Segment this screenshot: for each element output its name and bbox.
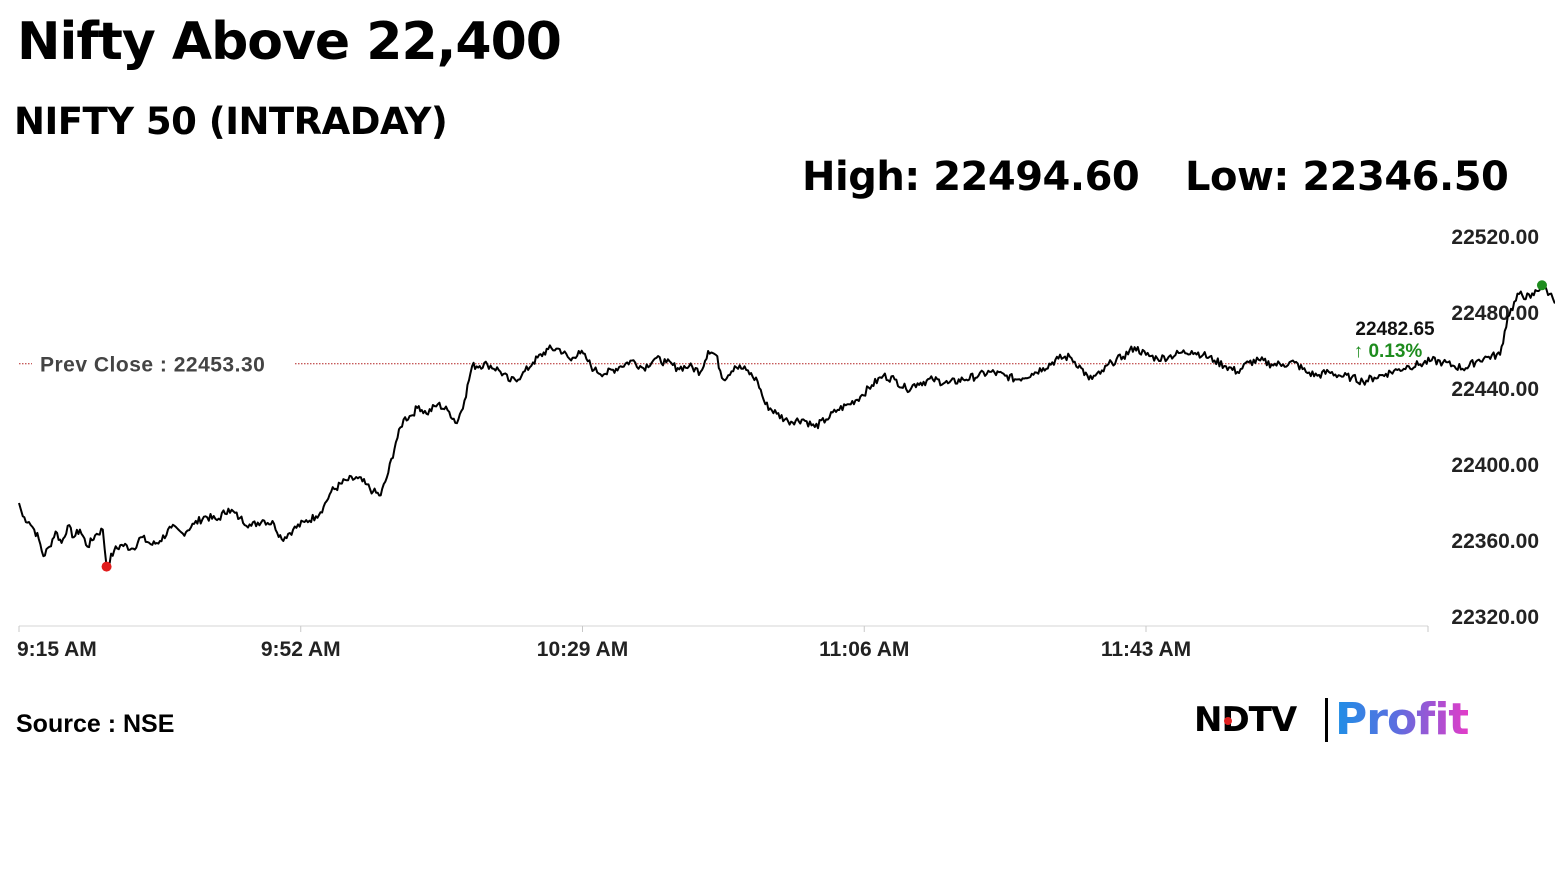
brand-dot [1224,717,1232,725]
prev-close-label: Prev Close : 22453.30 [40,354,265,377]
y-tick-label: 22520.00 [1451,226,1539,249]
y-tick-label: 22320.00 [1451,606,1539,629]
y-tick-label: 22400.00 [1451,454,1539,477]
x-tick-label: 9:15 AM [17,638,97,661]
markers-group: 22482.65↑ 0.13% [101,280,1547,572]
x-tick-label: 11:06 AM [819,638,909,661]
last-value-label: 22482.65 [1355,319,1435,340]
brand-separator [1325,698,1328,742]
series-line-nifty-50 [18,284,1555,568]
y-tick-label: 22480.00 [1451,302,1539,325]
series-group [18,284,1555,568]
x-tick-label: 9:52 AM [261,638,341,661]
high-point-marker [1536,280,1547,291]
prev-close-label-bg [32,349,294,378]
y-tick-label: 22360.00 [1451,530,1539,553]
source-label: Source : NSE [16,710,175,738]
day-low-label: Low: 22346.50 [1185,154,1509,200]
brand-profit: Profit [1335,694,1469,745]
x-tick-label: 11:43 AM [1101,638,1191,661]
change-label: ↑ 0.13% [1354,341,1423,362]
chart-subtitle: NIFTY 50 (INTRADAY) [14,100,448,143]
prev-close-group: Prev Close : 22453.30 [19,349,1428,378]
x-tick-label: 10:29 AM [537,638,628,661]
brand-ndtv: NDTV [1194,700,1297,740]
low-point-marker [101,561,112,572]
day-high-label: High: 22494.60 [802,154,1140,200]
chart-axes: 9:15 AM 9:52 AM 10:29 AM 11:06 AM 11:43 AM 22… [17,226,1539,661]
headline: Nifty Above 22,400 [17,12,562,72]
y-tick-label: 22440.00 [1451,378,1539,401]
